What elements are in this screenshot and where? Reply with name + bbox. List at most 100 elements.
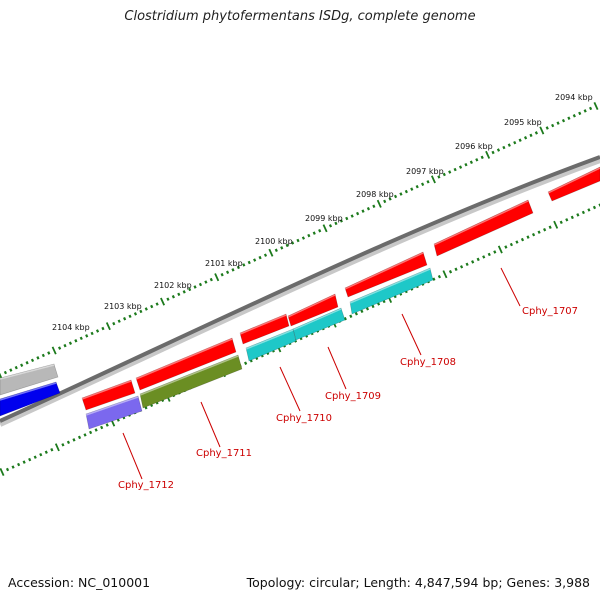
outer-scale-minor-tick [20, 363, 24, 367]
left-blue-arrow [0, 381, 61, 417]
outer-scale-minor-tick [3, 370, 7, 375]
outer-scale-minor-tick [426, 180, 430, 184]
inner-scale-major-tick [0, 467, 5, 477]
inner-scale-minor-tick [520, 237, 525, 242]
inner-scale-major-tick [54, 443, 60, 452]
outer-scale-minor-tick [502, 145, 506, 150]
outer-scale-minor-tick [448, 170, 452, 174]
inner-scale-minor-tick [39, 452, 43, 457]
outer-scale-minor-tick [193, 285, 197, 289]
inner-scale-minor-tick [465, 262, 469, 267]
outer-scale-minor-tick [356, 211, 360, 216]
cphy-1709-block-highlight [292, 308, 342, 331]
outer-scale-minor-tick [258, 255, 262, 260]
outer-scale-minor-tick [334, 221, 338, 226]
leader-line [122, 432, 143, 480]
outer-scale-minor-tick [123, 317, 127, 321]
outer-scale-minor-tick [480, 155, 484, 160]
outer-scale-minor-tick [36, 356, 40, 360]
inner-scale-minor-tick [5, 467, 10, 472]
leader-line [401, 313, 422, 356]
outer-scale-minor-tick [507, 143, 511, 147]
outer-scale-minor-tick [41, 353, 45, 358]
outer-scale-minor-tick [350, 214, 354, 218]
inner-scale-minor-tick [360, 309, 364, 314]
inner-scale-minor-tick [28, 457, 32, 462]
left-grey-block [0, 363, 59, 396]
inner-scale-minor-tick [365, 307, 370, 311]
gene-label: Cphy_1712 [118, 480, 174, 491]
outer-scale-major-tick [268, 248, 274, 257]
outer-scale-minor-tick [458, 165, 463, 169]
cphy-1712-upper-arrow [81, 379, 136, 411]
cphy-1709-upper-arrow [287, 293, 339, 327]
outer-scale-minor-tick [583, 109, 587, 113]
cphy-1707-right-arrow [547, 166, 600, 202]
outer-scale-minor-tick [345, 216, 349, 221]
outer-scale-minor-tick [63, 343, 67, 348]
inner-scale-minor-tick [493, 250, 497, 254]
topology-text: Topology: circular; Length: 4,847,594 bp… [246, 575, 590, 590]
leader-line [500, 267, 521, 307]
scale-label: 2096 kbp [455, 142, 493, 151]
inner-scale-minor-tick [471, 260, 475, 264]
inner-scale-minor-tick [576, 213, 580, 217]
cphy-1707-right-arrow-highlight [547, 167, 600, 194]
inner-scale-minor-tick [50, 448, 54, 452]
inner-scale-minor-tick [371, 304, 375, 309]
inner-scale-minor-tick [100, 425, 104, 430]
outer-scale-minor-tick [415, 184, 419, 189]
leader-line [200, 401, 221, 448]
gene-label: Cphy_1708 [400, 357, 456, 368]
outer-scale-minor-tick [85, 334, 89, 338]
outer-scale-minor-tick [68, 341, 73, 345]
inner-scale-minor-tick [531, 232, 536, 237]
inner-scale-minor-tick [116, 418, 120, 422]
outer-scale-minor-tick [366, 206, 371, 211]
gene-features [0, 166, 600, 430]
inner-scale-minor-tick [548, 225, 552, 229]
scale-label: 2097 kbp [406, 167, 444, 176]
outer-scale-major-tick [430, 175, 436, 184]
outer-scale-minor-tick [518, 138, 522, 142]
inner-scale-minor-tick [105, 423, 109, 427]
gene-labels: Cphy_1707 Cphy_1708 Cphy_1709 Cphy_1710 Cphy… [118, 306, 578, 491]
left-blue-arrow-highlight [0, 382, 57, 401]
inner-scale-minor-tick [526, 235, 530, 239]
outer-scale-minor-tick [209, 277, 213, 282]
outer-scale-minor-tick [139, 309, 143, 314]
inner-scale-minor-tick [343, 316, 347, 321]
leader-line [327, 346, 347, 390]
cphy-1711-block [139, 354, 243, 409]
inner-scale-minor-tick [581, 210, 585, 215]
leader-line [279, 366, 301, 412]
outer-scale-ticks [0, 101, 599, 380]
outer-scale-major-tick [485, 150, 491, 159]
outer-scale-minor-tick [74, 339, 78, 343]
outer-scale-minor-tick [9, 368, 13, 372]
inner-scale-minor-tick [72, 438, 76, 442]
outer-scale-minor-tick [388, 197, 392, 201]
gene-label: Cphy_1710 [276, 413, 332, 424]
outer-scale-minor-tick [95, 329, 100, 333]
outer-scale-minor-tick [561, 118, 566, 123]
outer-scale-minor-tick [572, 114, 576, 118]
inner-scale-minor-tick [33, 455, 37, 459]
outer-scale-minor-tick [339, 219, 343, 223]
outer-scale-minor-tick [204, 280, 208, 284]
outer-scale-minor-tick [144, 307, 148, 311]
cphy-1712-block-highlight [85, 396, 139, 416]
outer-scale-minor-tick [534, 131, 538, 135]
outer-scale-minor-tick [372, 204, 376, 208]
inner-scale-minor-tick [66, 440, 71, 445]
outer-scale-minor-tick [274, 248, 278, 253]
inner-scale-minor-tick [592, 205, 597, 210]
inner-scale-minor-tick [349, 314, 353, 318]
inner-scale-ticks [0, 203, 600, 477]
outer-scale-minor-tick [79, 336, 83, 341]
cphy-1708-upper-arrow-highlight [344, 252, 424, 290]
outer-scale-minor-tick [529, 133, 533, 138]
scale-label: 2103 kbp [104, 302, 142, 311]
outer-scale-minor-tick [318, 228, 322, 233]
outer-scale-minor-tick [285, 243, 289, 248]
